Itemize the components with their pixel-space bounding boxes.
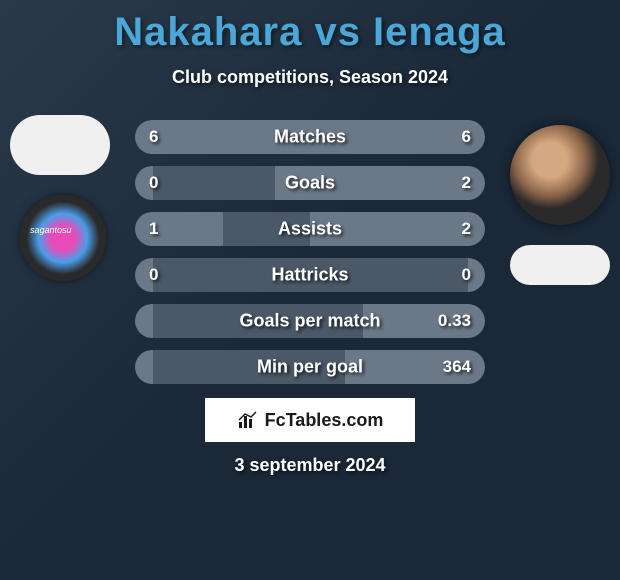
- footer-logo: FcTables.com: [205, 398, 415, 442]
- stat-value-right: 6: [462, 127, 471, 147]
- stat-value-left: 0: [149, 173, 158, 193]
- chart-icon: [237, 410, 259, 430]
- stat-row-matches: 6 Matches 6: [135, 120, 485, 154]
- stat-value-right: 2: [462, 173, 471, 193]
- team-right-logo: [510, 245, 610, 285]
- bar-left: [135, 304, 153, 338]
- stat-label: Assists: [278, 219, 342, 240]
- stat-label: Hattricks: [271, 265, 348, 286]
- page-title: Nakahara vs Ienaga: [0, 10, 620, 55]
- stat-row-min-per-goal: Min per goal 364: [135, 350, 485, 384]
- stat-value-left: 6: [149, 127, 158, 147]
- page-subtitle: Club competitions, Season 2024: [0, 67, 620, 88]
- stat-value-right: 364: [443, 357, 471, 377]
- player-left-photo: [10, 115, 110, 175]
- stat-value-left: 1: [149, 219, 158, 239]
- stat-label: Goals: [285, 173, 335, 194]
- footer-date: 3 september 2024: [234, 455, 385, 476]
- stats-container: 6 Matches 6 0 Goals 2 1 Assists 2 0 Hatt…: [135, 120, 485, 396]
- stat-value-right: 0: [462, 265, 471, 285]
- stat-row-assists: 1 Assists 2: [135, 212, 485, 246]
- player-right-panel: [510, 125, 610, 285]
- player-left-panel: [10, 105, 110, 281]
- stat-label: Min per goal: [257, 357, 363, 378]
- stat-row-hattricks: 0 Hattricks 0: [135, 258, 485, 292]
- stat-label: Goals per match: [239, 311, 380, 332]
- stat-label: Matches: [274, 127, 346, 148]
- stat-row-goals: 0 Goals 2: [135, 166, 485, 200]
- footer-logo-text: FcTables.com: [265, 410, 384, 431]
- stat-row-goals-per-match: Goals per match 0.33: [135, 304, 485, 338]
- bar-left: [135, 350, 153, 384]
- stat-value-left: 0: [149, 265, 158, 285]
- team-left-logo: [20, 195, 106, 281]
- header: Nakahara vs Ienaga Club competitions, Se…: [0, 0, 620, 88]
- stat-value-right: 0.33: [438, 311, 471, 331]
- stat-value-right: 2: [462, 219, 471, 239]
- player-right-photo: [510, 125, 610, 225]
